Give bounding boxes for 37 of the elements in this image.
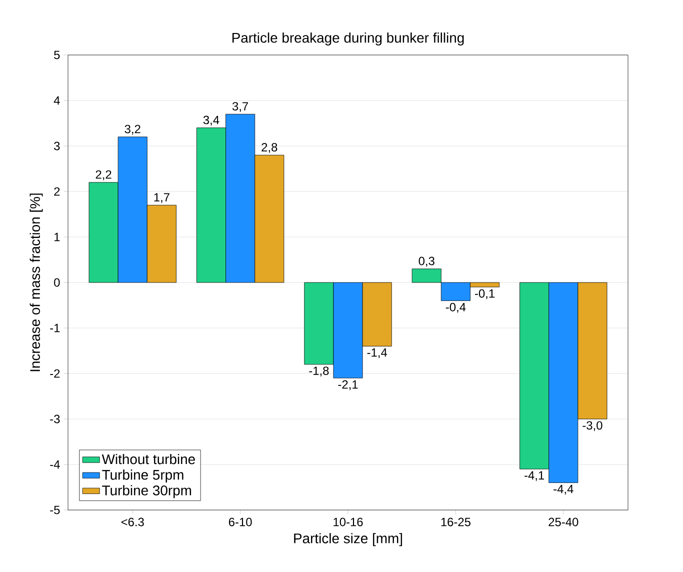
legend-label: Turbine 30rpm <box>102 485 192 498</box>
x-tick-label: 25-40 <box>548 518 578 526</box>
y-tick-label: -3 <box>50 414 60 424</box>
y-tick-label: -5 <box>50 506 60 514</box>
y-axis-title: Increase of mass fraction [%] <box>30 194 43 372</box>
y-tick-label: -1 <box>50 324 60 332</box>
legend-label: Without turbine <box>102 454 195 464</box>
y-tick-label: 4 <box>54 96 60 105</box>
y-tick-label: -2 <box>50 369 60 378</box>
y-tick-label: 0 <box>54 278 60 287</box>
legend-label: Turbine 5rpm <box>102 470 184 483</box>
data-label: -2,1 <box>338 380 358 390</box>
chart-title: Particle breakage during bunker filling <box>232 32 464 46</box>
data-label: 2,8 <box>262 143 278 153</box>
data-label: 3,7 <box>232 102 248 112</box>
x-tick-label: 10-16 <box>334 518 363 526</box>
data-label: -3,0 <box>582 421 602 432</box>
x-axis-title: Particle size [mm] <box>294 533 402 546</box>
data-label: -4,1 <box>524 471 544 481</box>
y-tick-label: 3 <box>54 142 60 150</box>
y-tick-label: 1 <box>54 232 60 242</box>
data-label: -1,4 <box>367 348 388 358</box>
y-tick-label: -4 <box>50 460 60 469</box>
y-tick-label: 2 <box>54 187 60 196</box>
data-label: 0,3 <box>418 256 434 267</box>
x-tick-label: <6.3 <box>121 518 144 526</box>
data-label: -0,1 <box>475 289 494 300</box>
data-label: -1,8 <box>309 366 329 376</box>
data-label: 1,7 <box>154 193 170 203</box>
x-tick-label: 6-10 <box>228 518 252 526</box>
data-label: -0,4 <box>446 302 466 313</box>
y-tick-label: 5 <box>54 50 60 60</box>
data-label: 3,2 <box>124 124 140 135</box>
data-label: 3,4 <box>203 116 220 126</box>
x-tick-label: 16-25 <box>441 518 470 526</box>
data-label: -4,4 <box>554 484 574 495</box>
data-label: 2,2 <box>96 170 112 180</box>
